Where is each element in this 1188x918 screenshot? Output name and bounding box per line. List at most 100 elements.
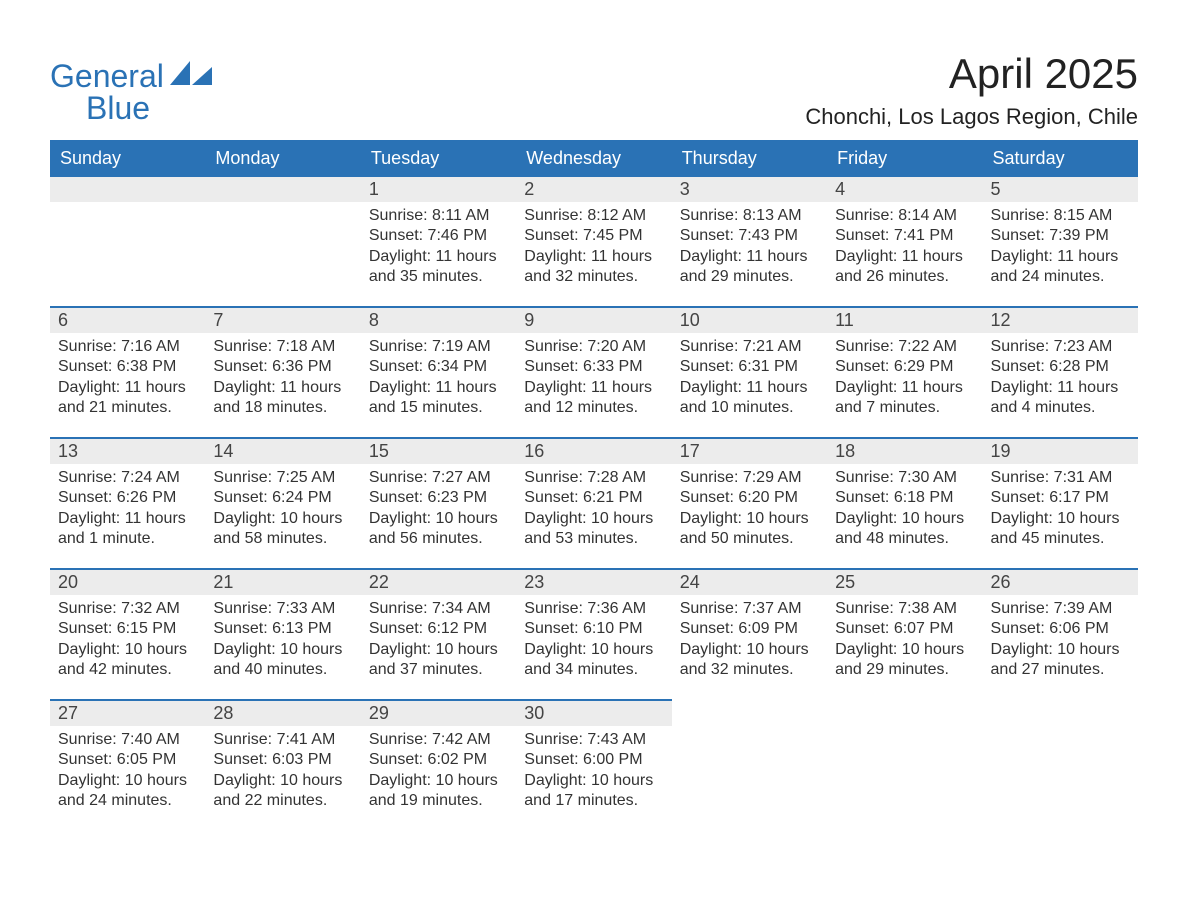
- calendar-cell: [50, 177, 205, 307]
- sunset-text: Sunset: 6:33 PM: [524, 357, 663, 377]
- calendar-cell: 6Sunrise: 7:16 AMSunset: 6:38 PMDaylight…: [50, 307, 205, 438]
- day-number: 13: [50, 439, 205, 464]
- day-number: 10: [672, 308, 827, 333]
- daylight-text-1: Daylight: 11 hours: [680, 247, 819, 267]
- daylight-text-1: Daylight: 10 hours: [835, 509, 974, 529]
- day-number: 19: [983, 439, 1138, 464]
- sunrise-text: Sunrise: 7:24 AM: [58, 468, 197, 488]
- daylight-text-1: Daylight: 11 hours: [991, 378, 1130, 398]
- day-details: Sunrise: 7:19 AMSunset: 6:34 PMDaylight:…: [361, 333, 516, 437]
- day-details: Sunrise: 7:28 AMSunset: 6:21 PMDaylight:…: [516, 464, 671, 568]
- calendar-body: 1Sunrise: 8:11 AMSunset: 7:46 PMDaylight…: [50, 177, 1138, 830]
- day-details: Sunrise: 7:21 AMSunset: 6:31 PMDaylight:…: [672, 333, 827, 437]
- day-details: Sunrise: 7:30 AMSunset: 6:18 PMDaylight:…: [827, 464, 982, 568]
- day-details: Sunrise: 7:41 AMSunset: 6:03 PMDaylight:…: [205, 726, 360, 830]
- day-details: Sunrise: 7:22 AMSunset: 6:29 PMDaylight:…: [827, 333, 982, 437]
- page-title: April 2025: [805, 50, 1138, 98]
- daylight-text-2: and 29 minutes.: [835, 660, 974, 680]
- day-details: Sunrise: 7:32 AMSunset: 6:15 PMDaylight:…: [50, 595, 205, 699]
- col-wednesday: Wednesday: [516, 140, 671, 177]
- sunset-text: Sunset: 6:20 PM: [680, 488, 819, 508]
- calendar-cell: 21Sunrise: 7:33 AMSunset: 6:13 PMDayligh…: [205, 569, 360, 700]
- day-details: Sunrise: 7:18 AMSunset: 6:36 PMDaylight:…: [205, 333, 360, 437]
- col-friday: Friday: [827, 140, 982, 177]
- daylight-text-2: and 17 minutes.: [524, 791, 663, 811]
- calendar-cell: 28Sunrise: 7:41 AMSunset: 6:03 PMDayligh…: [205, 700, 360, 830]
- sunset-text: Sunset: 6:15 PM: [58, 619, 197, 639]
- daylight-text-2: and 53 minutes.: [524, 529, 663, 549]
- calendar-cell: 4Sunrise: 8:14 AMSunset: 7:41 PMDaylight…: [827, 177, 982, 307]
- day-number: 25: [827, 570, 982, 595]
- day-number: 15: [361, 439, 516, 464]
- calendar-cell: 7Sunrise: 7:18 AMSunset: 6:36 PMDaylight…: [205, 307, 360, 438]
- day-details: Sunrise: 7:25 AMSunset: 6:24 PMDaylight:…: [205, 464, 360, 568]
- daylight-text-2: and 34 minutes.: [524, 660, 663, 680]
- calendar-cell: [205, 177, 360, 307]
- daylight-text-1: Daylight: 10 hours: [524, 771, 663, 791]
- day-details: Sunrise: 8:13 AMSunset: 7:43 PMDaylight:…: [672, 202, 827, 306]
- daylight-text-1: Daylight: 11 hours: [369, 378, 508, 398]
- daylight-text-2: and 58 minutes.: [213, 529, 352, 549]
- sunrise-text: Sunrise: 7:40 AM: [58, 730, 197, 750]
- day-number: 22: [361, 570, 516, 595]
- sunset-text: Sunset: 6:38 PM: [58, 357, 197, 377]
- daylight-text-2: and 48 minutes.: [835, 529, 974, 549]
- daylight-text-1: Daylight: 11 hours: [991, 247, 1130, 267]
- day-details: Sunrise: 8:11 AMSunset: 7:46 PMDaylight:…: [361, 202, 516, 306]
- day-details: Sunrise: 7:23 AMSunset: 6:28 PMDaylight:…: [983, 333, 1138, 437]
- day-details: Sunrise: 7:36 AMSunset: 6:10 PMDaylight:…: [516, 595, 671, 699]
- location-subtitle: Chonchi, Los Lagos Region, Chile: [805, 104, 1138, 130]
- day-details: Sunrise: 7:38 AMSunset: 6:07 PMDaylight:…: [827, 595, 982, 699]
- sunrise-text: Sunrise: 7:23 AM: [991, 337, 1130, 357]
- calendar-table: Sunday Monday Tuesday Wednesday Thursday…: [50, 140, 1138, 830]
- day-number: 12: [983, 308, 1138, 333]
- sunset-text: Sunset: 7:41 PM: [835, 226, 974, 246]
- calendar-cell: 26Sunrise: 7:39 AMSunset: 6:06 PMDayligh…: [983, 569, 1138, 700]
- daylight-text-2: and 7 minutes.: [835, 398, 974, 418]
- daylight-text-1: Daylight: 11 hours: [680, 378, 819, 398]
- sunset-text: Sunset: 6:05 PM: [58, 750, 197, 770]
- day-number: 5: [983, 177, 1138, 202]
- sunrise-text: Sunrise: 7:43 AM: [524, 730, 663, 750]
- day-number: [50, 177, 205, 202]
- calendar-cell: 13Sunrise: 7:24 AMSunset: 6:26 PMDayligh…: [50, 438, 205, 569]
- sunrise-text: Sunrise: 7:29 AM: [680, 468, 819, 488]
- brand-line1: General: [50, 60, 164, 92]
- sunset-text: Sunset: 6:06 PM: [991, 619, 1130, 639]
- daylight-text-2: and 50 minutes.: [680, 529, 819, 549]
- day-number: 26: [983, 570, 1138, 595]
- calendar-cell: 20Sunrise: 7:32 AMSunset: 6:15 PMDayligh…: [50, 569, 205, 700]
- sunset-text: Sunset: 6:34 PM: [369, 357, 508, 377]
- day-number: 30: [516, 701, 671, 726]
- daylight-text-1: Daylight: 10 hours: [524, 509, 663, 529]
- daylight-text-2: and 4 minutes.: [991, 398, 1130, 418]
- day-number: 9: [516, 308, 671, 333]
- day-number: 28: [205, 701, 360, 726]
- calendar-cell: 18Sunrise: 7:30 AMSunset: 6:18 PMDayligh…: [827, 438, 982, 569]
- day-details: Sunrise: 7:24 AMSunset: 6:26 PMDaylight:…: [50, 464, 205, 568]
- day-details: [827, 725, 982, 829]
- brand-logo: General Blue: [50, 50, 214, 124]
- calendar-cell: 27Sunrise: 7:40 AMSunset: 6:05 PMDayligh…: [50, 700, 205, 830]
- daylight-text-1: Daylight: 10 hours: [58, 640, 197, 660]
- sunrise-text: Sunrise: 7:28 AM: [524, 468, 663, 488]
- calendar-row: 1Sunrise: 8:11 AMSunset: 7:46 PMDaylight…: [50, 177, 1138, 307]
- daylight-text-1: Daylight: 10 hours: [369, 509, 508, 529]
- sunrise-text: Sunrise: 8:15 AM: [991, 206, 1130, 226]
- daylight-text-1: Daylight: 10 hours: [213, 509, 352, 529]
- calendar-cell: 16Sunrise: 7:28 AMSunset: 6:21 PMDayligh…: [516, 438, 671, 569]
- daylight-text-1: Daylight: 10 hours: [680, 640, 819, 660]
- brand-line2: Blue: [50, 92, 150, 124]
- day-details: Sunrise: 7:33 AMSunset: 6:13 PMDaylight:…: [205, 595, 360, 699]
- sunrise-text: Sunrise: 7:38 AM: [835, 599, 974, 619]
- calendar-cell: 12Sunrise: 7:23 AMSunset: 6:28 PMDayligh…: [983, 307, 1138, 438]
- day-details: Sunrise: 7:20 AMSunset: 6:33 PMDaylight:…: [516, 333, 671, 437]
- sunset-text: Sunset: 6:00 PM: [524, 750, 663, 770]
- daylight-text-1: Daylight: 11 hours: [213, 378, 352, 398]
- sunset-text: Sunset: 6:23 PM: [369, 488, 508, 508]
- sunset-text: Sunset: 6:09 PM: [680, 619, 819, 639]
- day-details: [672, 725, 827, 829]
- day-number: 1: [361, 177, 516, 202]
- day-details: [205, 202, 360, 306]
- calendar-row: 6Sunrise: 7:16 AMSunset: 6:38 PMDaylight…: [50, 307, 1138, 438]
